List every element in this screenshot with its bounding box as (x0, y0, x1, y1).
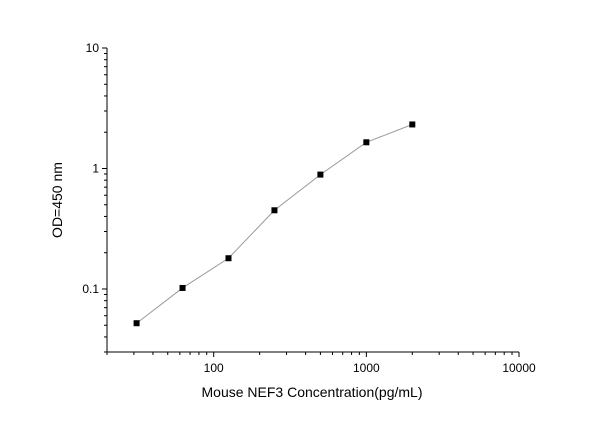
y-tick-label: 1 (92, 161, 99, 175)
y-tick-label: 0.1 (82, 282, 99, 296)
x-tick-label: 1000 (353, 361, 380, 375)
x-tick-label: 10000 (502, 361, 536, 375)
series-line (136, 123, 413, 324)
data-point (179, 284, 186, 291)
x-tick-label: 100 (204, 361, 224, 375)
data-point (133, 320, 140, 327)
y-axis-label: OD=450 nm (49, 162, 65, 238)
axes (106, 48, 519, 353)
data-point (225, 255, 232, 262)
x-axis-label: Mouse NEF3 Concentration(pg/mL) (202, 384, 423, 400)
data-point (271, 207, 278, 214)
data-point (317, 171, 324, 178)
ticks: 100 1000 10000 0.1 1 10 (82, 41, 536, 375)
marks (133, 121, 416, 327)
y-tick-label: 10 (86, 41, 100, 55)
data-point (363, 139, 370, 146)
data-point (409, 121, 416, 128)
